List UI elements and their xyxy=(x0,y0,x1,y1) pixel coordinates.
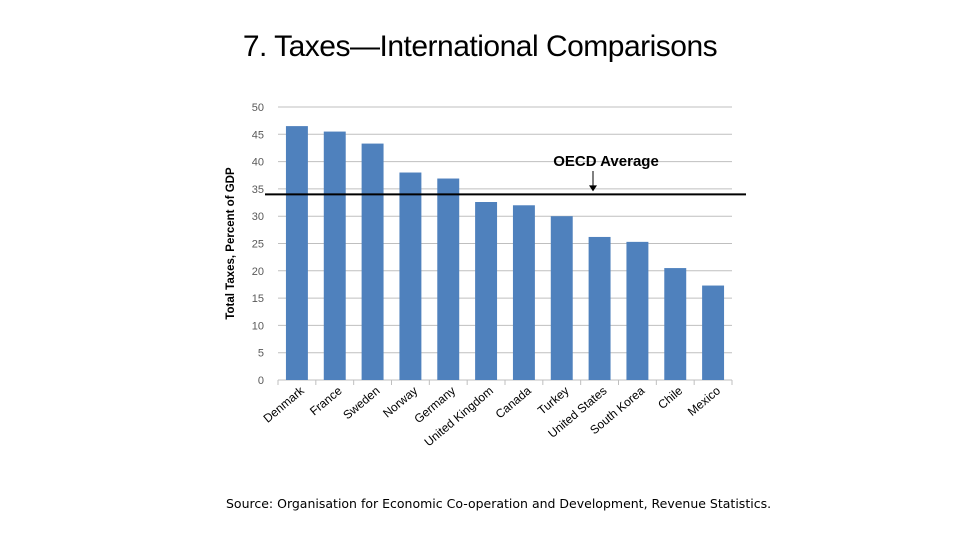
y-tick-label: 15 xyxy=(252,293,264,305)
y-tick-label: 20 xyxy=(252,266,264,278)
x-category-label: United Kingdom xyxy=(422,384,496,450)
bar-france xyxy=(323,131,346,380)
x-category-label: Sweden xyxy=(340,384,382,423)
slide-title: 7. Taxes—International Comparisons xyxy=(242,30,718,63)
oecd-average-label: OECD Average xyxy=(553,153,659,170)
y-tick-label: 25 xyxy=(252,239,264,251)
x-category-label: Canada xyxy=(493,383,534,421)
y-axis-ticks: 0 5 10 15 20 25 30 35 40 45 50 xyxy=(252,102,264,387)
bar-denmark xyxy=(285,126,308,380)
source-note: Source: Organisation for Economic Co-ope… xyxy=(226,496,772,511)
bar-turkey xyxy=(550,216,573,380)
bar-south-korea xyxy=(626,241,649,380)
y-tick-label: 40 xyxy=(252,157,264,169)
x-category-label: Chile xyxy=(655,383,685,412)
y-tick-label: 10 xyxy=(252,320,264,332)
x-category-label: France xyxy=(307,383,345,418)
y-tick-label: 45 xyxy=(252,129,264,141)
bar-mexico xyxy=(702,285,725,380)
bar-united-kingdom xyxy=(475,202,498,380)
bar-norway xyxy=(399,172,422,380)
y-axis-title: Total Taxes, Percent of GDP xyxy=(225,167,237,320)
bar-germany xyxy=(437,178,460,380)
y-tick-label: 5 xyxy=(258,348,264,360)
oecd-average-arrowhead-icon xyxy=(589,185,597,192)
y-tick-label: 50 xyxy=(252,102,264,114)
bar-sweden xyxy=(361,143,384,380)
y-tick-label: 35 xyxy=(252,184,264,196)
x-category-label: Denmark xyxy=(261,383,308,426)
gridlines xyxy=(278,106,732,354)
bar-canada xyxy=(512,205,535,380)
y-tick-label: 30 xyxy=(252,211,264,223)
bar-united-states xyxy=(588,236,611,380)
bar-chile xyxy=(664,268,687,380)
y-tick-label: 0 xyxy=(258,375,264,387)
x-category-label: Mexico xyxy=(685,383,723,418)
